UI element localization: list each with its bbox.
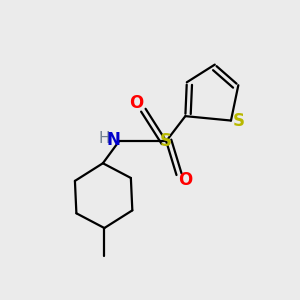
Text: O: O bbox=[178, 171, 193, 189]
Text: O: O bbox=[130, 94, 144, 112]
Text: S: S bbox=[160, 132, 172, 150]
Text: H: H bbox=[98, 131, 110, 146]
Text: S: S bbox=[232, 112, 244, 130]
Text: N: N bbox=[106, 131, 120, 149]
